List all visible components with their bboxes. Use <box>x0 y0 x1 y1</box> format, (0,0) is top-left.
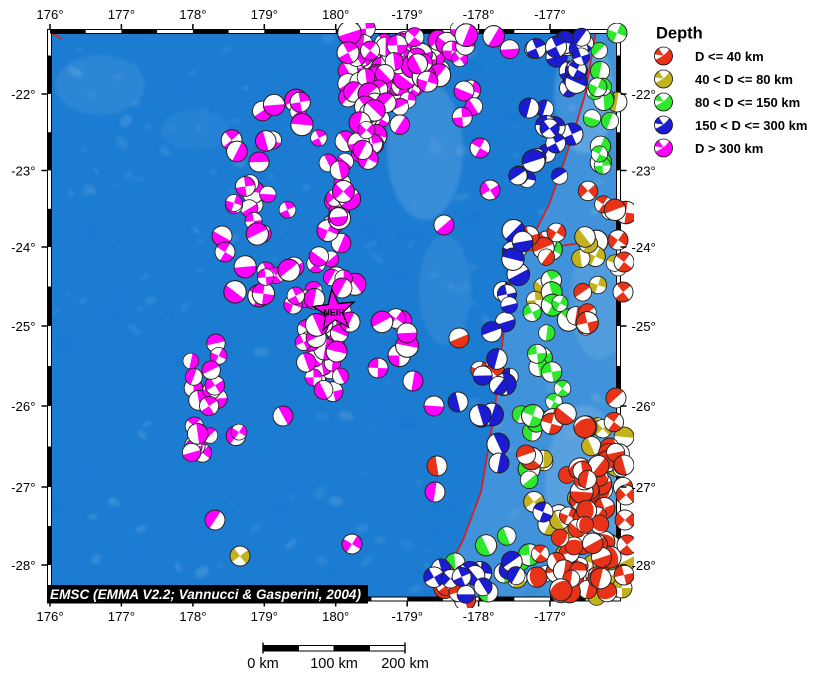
svg-text:200 km: 200 km <box>381 656 429 672</box>
svg-text:-23°: -23° <box>11 164 35 179</box>
svg-text:EMSC (EMMA V2.2; Vannucci & Ga: EMSC (EMMA V2.2; Vannucci & Gasperini, 2… <box>50 587 361 602</box>
svg-text:180°: 180° <box>322 7 349 22</box>
svg-text:179°: 179° <box>251 609 278 624</box>
svg-text:D <= 40 km: D <= 40 km <box>695 49 764 64</box>
svg-text:-25°: -25° <box>632 319 656 334</box>
svg-text:-179°: -179° <box>391 609 423 624</box>
svg-text:-24°: -24° <box>632 240 656 255</box>
svg-text:-25°: -25° <box>11 319 35 334</box>
svg-text:-27°: -27° <box>632 480 656 495</box>
svg-text:80 < D <= 150 km: 80 < D <= 150 km <box>695 95 800 110</box>
svg-text:177°: 177° <box>108 609 135 624</box>
svg-text:D > 300 km: D > 300 km <box>695 141 763 156</box>
svg-text:176°: 176° <box>36 7 63 22</box>
svg-text:NEIR: NEIR <box>323 308 345 318</box>
svg-text:179°: 179° <box>251 7 278 22</box>
svg-text:-23°: -23° <box>632 164 656 179</box>
svg-text:-179°: -179° <box>391 7 423 22</box>
svg-text:-28°: -28° <box>632 558 656 573</box>
svg-text:0 km: 0 km <box>247 656 278 672</box>
svg-text:-22°: -22° <box>632 87 656 102</box>
svg-text:-28°: -28° <box>11 558 35 573</box>
svg-text:-177°: -177° <box>534 7 566 22</box>
svg-text:100 km: 100 km <box>310 656 358 672</box>
svg-text:-178°: -178° <box>463 7 495 22</box>
svg-text:-26°: -26° <box>632 399 656 414</box>
svg-text:-24°: -24° <box>11 240 35 255</box>
svg-text:-27°: -27° <box>11 480 35 495</box>
svg-text:178°: 178° <box>179 609 206 624</box>
svg-text:177°: 177° <box>108 7 135 22</box>
svg-text:176°: 176° <box>36 609 63 624</box>
svg-text:-26°: -26° <box>11 399 35 414</box>
svg-text:-177°: -177° <box>534 609 566 624</box>
svg-text:40 < D <= 80 km: 40 < D <= 80 km <box>695 72 793 87</box>
svg-text:-22°: -22° <box>11 87 35 102</box>
svg-text:150 < D <= 300 km: 150 < D <= 300 km <box>695 118 807 133</box>
svg-text:Depth: Depth <box>656 25 703 43</box>
svg-text:180°: 180° <box>322 609 349 624</box>
svg-text:-178°: -178° <box>463 609 495 624</box>
svg-text:178°: 178° <box>179 7 206 22</box>
